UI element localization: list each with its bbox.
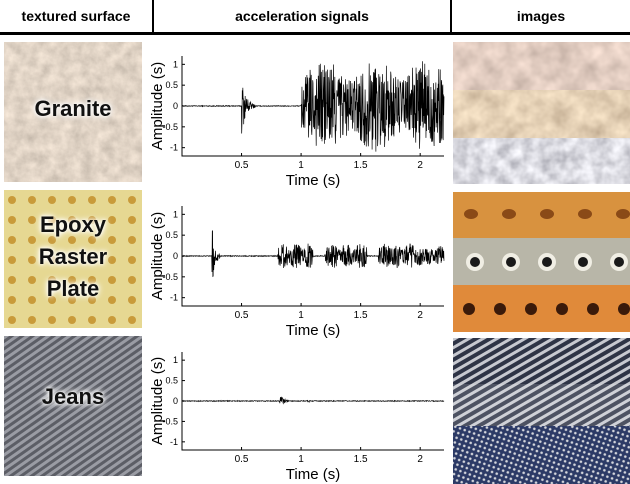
header-divider	[152, 0, 154, 32]
surface-label-granite: Granite	[34, 96, 112, 121]
y-tick-label: -0.5	[162, 122, 178, 132]
plot-axes	[181, 56, 444, 157]
signal-series-line	[181, 396, 445, 405]
epoxy-texture-image: Epoxy Raster Plate	[4, 190, 142, 328]
x-tick-label: 1	[298, 160, 304, 171]
x-tick-label: 2	[417, 160, 423, 171]
epoxy-closeup-1	[453, 192, 630, 238]
surface-label-epoxy: Epoxy	[39, 212, 107, 237]
granite-texture-image: Granite	[4, 42, 142, 182]
jeans-texture-image: Jeans	[4, 336, 142, 476]
header-acceleration-signals: acceleration signals	[235, 8, 369, 24]
jeans-signal-plot: 1 0.5 0 -0.5 -1 0.5 1 1.5 2 Time (s) Amplitude (s)	[146, 336, 450, 484]
y-tick-label: 0.5	[165, 80, 178, 90]
granite-image-column	[453, 42, 630, 184]
y-tick-label: 0.5	[165, 376, 178, 386]
epoxy-image-column	[453, 192, 630, 332]
x-tick-label: 1.5	[354, 454, 368, 465]
header-images: images	[516, 8, 566, 24]
y-tick-label: 0.5	[165, 230, 178, 240]
epoxy-closeup-3	[453, 285, 630, 332]
x-tick-label: 0.5	[235, 310, 249, 321]
y-tick-label: -1	[170, 293, 178, 303]
y-tick-label: 1	[173, 59, 178, 69]
x-tick-label: 2	[417, 310, 423, 321]
header-textured-surface: textured surface	[21, 8, 131, 24]
signal-series-line	[181, 61, 445, 152]
x-axis-label: Time (s)	[286, 172, 340, 189]
x-axis-label: Time (s)	[286, 466, 340, 483]
signal-series-line	[181, 230, 445, 278]
y-axis-label: Amplitude (s)	[149, 357, 166, 445]
y-axis-label: Amplitude (s)	[149, 212, 166, 300]
x-tick-label: 1	[298, 310, 304, 321]
surface-label-raster: Raster	[38, 244, 108, 269]
y-tick-label: -0.5	[162, 416, 178, 426]
plot-axes	[181, 206, 444, 307]
y-tick-label: -0.5	[162, 272, 178, 282]
epoxy-texture-svg	[4, 190, 142, 328]
y-axis-label: Amplitude (s)	[149, 62, 166, 150]
plot-axes	[181, 352, 444, 451]
granite-closeup-2	[453, 90, 630, 138]
y-tick-label: 1	[173, 355, 178, 365]
x-tick-label: 1.5	[354, 160, 368, 171]
surface-label-jeans: Jeans	[41, 384, 105, 409]
y-tick-label: 0	[173, 396, 178, 406]
granite-texture-svg	[4, 42, 142, 182]
x-tick-label: 2	[417, 454, 423, 465]
x-tick-label: 1.5	[354, 310, 368, 321]
x-tick-label: 0.5	[235, 454, 249, 465]
y-tick-label: -1	[170, 437, 178, 447]
header-divider	[450, 0, 452, 32]
granite-closeup-3	[453, 138, 630, 184]
x-tick-label: 1	[298, 454, 304, 465]
granite-closeup-1	[453, 42, 630, 90]
x-axis-label: Time (s)	[286, 322, 340, 339]
jeans-image-column	[453, 338, 630, 484]
x-tick-label: 0.5	[235, 160, 249, 171]
epoxy-signal-plot: 1 0.5 0 -0.5 -1 0.5 1 1.5 2 Time (s) Amplitude (s)	[146, 190, 450, 340]
jeans-closeup-svg	[453, 338, 630, 484]
surface-label-plate: Plate	[46, 276, 100, 301]
y-tick-label: 1	[173, 209, 178, 219]
jeans-texture-svg	[4, 336, 142, 476]
granite-signal-plot: 1 0.5 0 -0.5 -1 0.5 1 1.5 2 Time (s) Amplitude (s)	[146, 40, 450, 190]
epoxy-closeup-2	[453, 238, 630, 285]
y-tick-label: 0	[173, 251, 178, 261]
header-rule	[0, 32, 630, 35]
y-tick-label: 0	[173, 101, 178, 111]
y-tick-label: -1	[170, 143, 178, 153]
